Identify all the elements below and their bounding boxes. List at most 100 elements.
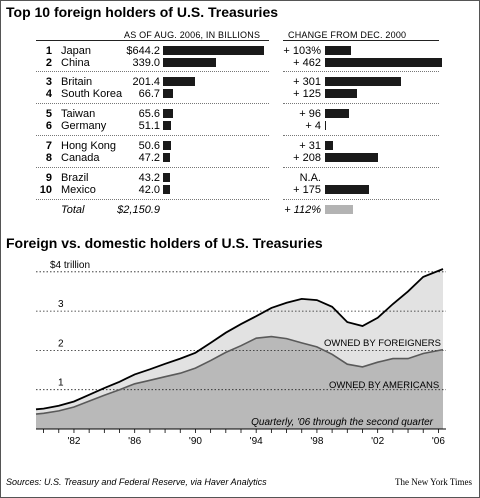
row-separator xyxy=(36,199,269,200)
total-change-bar xyxy=(325,205,354,214)
total-change-label: + 112% xyxy=(284,204,321,216)
change-bar xyxy=(325,109,350,118)
value-bar xyxy=(163,58,217,67)
rank-label: 8 xyxy=(45,152,52,164)
value-label: 339.0 xyxy=(132,57,160,69)
rank-label: 6 xyxy=(45,120,52,132)
x-tick-label: '90 xyxy=(189,436,202,447)
row-separator xyxy=(283,71,439,72)
change-bar xyxy=(325,46,352,55)
rank-label: 10 xyxy=(39,184,52,196)
value-label: 66.7 xyxy=(138,88,160,100)
row-separator xyxy=(283,103,439,104)
series-label-foreigners: OWNED BY FOREIGNERS xyxy=(324,338,441,349)
change-label: + 4 xyxy=(305,120,321,132)
y-tick-label: $4 trillion xyxy=(50,260,90,271)
value-bar xyxy=(163,141,171,150)
change-label: + 301 xyxy=(293,76,321,88)
row-separator xyxy=(36,167,269,168)
x-tick-label: '82 xyxy=(67,436,80,447)
value-bar xyxy=(163,89,174,98)
change-label: + 125 xyxy=(293,88,321,100)
country-label: Germany xyxy=(61,120,107,132)
table-row: 3 Britain 201.4 + 301 xyxy=(0,76,480,89)
value-label: $644.2 xyxy=(126,45,160,57)
domestic-line xyxy=(35,335,444,415)
rank-label: 5 xyxy=(45,108,52,120)
total-value-label: $2,150.9 xyxy=(117,204,160,216)
rank-label: 3 xyxy=(45,76,52,88)
change-label: N.A. xyxy=(299,172,321,184)
row-separator xyxy=(283,135,439,136)
country-label: Japan xyxy=(61,45,91,57)
value-label: 42.0 xyxy=(138,184,160,196)
change-column-header: CHANGE FROM DEC. 2000 xyxy=(288,30,407,40)
table-title: Top 10 foreign holders of U.S. Treasurie… xyxy=(6,4,279,20)
change-bar xyxy=(325,58,442,67)
value-label: 50.6 xyxy=(138,140,160,152)
country-label: Hong Kong xyxy=(61,140,117,152)
country-label: Britain xyxy=(61,76,93,88)
change-bar xyxy=(325,153,378,162)
table-row: 2 China 339.0 + 462 xyxy=(0,57,480,70)
country-label: China xyxy=(61,57,90,69)
table-row: 9 Brazil 43.2 N.A. xyxy=(0,172,480,185)
change-bar xyxy=(325,121,326,130)
table-row: 4 South Korea 66.7 + 125 xyxy=(0,88,480,101)
rank-label: 1 xyxy=(45,45,52,57)
change-bar xyxy=(325,185,370,194)
change-label: + 462 xyxy=(293,57,321,69)
domestic-holdings-area xyxy=(36,336,443,429)
change-bar xyxy=(325,141,333,150)
holders-area-chart: 1 2 3 $4 trillion '82 '86 '90 '94 '98 '02 '06 OWNED… xyxy=(35,260,446,447)
value-label: 47.2 xyxy=(138,152,160,164)
y-tick-label: 3 xyxy=(58,299,64,310)
sources-note: Sources: U.S. Treasury and Federal Reser… xyxy=(6,477,267,487)
header-rule xyxy=(36,40,269,41)
country-label: Brazil xyxy=(61,172,89,184)
change-bar xyxy=(325,89,357,98)
change-label: + 208 xyxy=(293,152,321,164)
change-label: + 175 xyxy=(293,184,321,196)
value-label: 43.2 xyxy=(138,172,160,184)
total-label: Total xyxy=(61,204,85,216)
value-label: 201.4 xyxy=(132,76,160,88)
country-label: Mexico xyxy=(61,184,96,196)
x-tick-label: '86 xyxy=(128,436,141,447)
series-label-americans: OWNED BY AMERICANS xyxy=(329,380,439,391)
y-tick-label: 1 xyxy=(58,378,64,389)
table-row: 8 Canada 47.2 + 208 xyxy=(0,152,480,165)
header-rule xyxy=(283,40,439,41)
holders-table: 1 Japan $644.2 + 103% 2 China 339.0 + 462 3 Brita… xyxy=(0,0,480,230)
country-label: Canada xyxy=(61,152,100,164)
value-bar xyxy=(163,77,195,86)
value-bar xyxy=(163,109,174,118)
table-row: 10 Mexico 42.0 + 175 xyxy=(0,184,480,197)
table-row: 5 Taiwan 65.6 + 96 xyxy=(0,108,480,121)
y-tick-label: 2 xyxy=(58,338,64,349)
value-label: 65.6 xyxy=(138,108,160,120)
value-bar xyxy=(163,121,171,130)
publisher-credit: The New York Times xyxy=(394,477,472,487)
row-separator xyxy=(36,71,269,72)
row-separator xyxy=(36,103,269,104)
x-tick-label: '98 xyxy=(310,436,323,447)
rank-label: 9 xyxy=(45,172,52,184)
change-label: + 31 xyxy=(299,140,321,152)
total-line xyxy=(35,268,444,411)
table-row: 6 Germany 51.1 + 4 xyxy=(0,120,480,133)
value-bar xyxy=(163,173,170,182)
x-tick-label: '06 xyxy=(432,436,445,447)
table-row: 1 Japan $644.2 + 103% xyxy=(0,45,480,58)
value-bar xyxy=(163,46,264,55)
table-total-row: Total $2,150.9 + 112% xyxy=(0,204,480,217)
rank-label: 7 xyxy=(45,140,52,152)
row-separator xyxy=(283,167,439,168)
rank-label: 4 xyxy=(45,88,52,100)
value-column-header: AS OF AUG. 2006, IN BILLIONS xyxy=(124,30,261,40)
chart-title: Foreign vs. domestic holders of U.S. Tre… xyxy=(6,235,323,251)
value-bar xyxy=(163,185,170,194)
change-label: + 96 xyxy=(299,108,321,120)
value-bar xyxy=(163,153,171,162)
rank-label: 2 xyxy=(45,57,52,69)
